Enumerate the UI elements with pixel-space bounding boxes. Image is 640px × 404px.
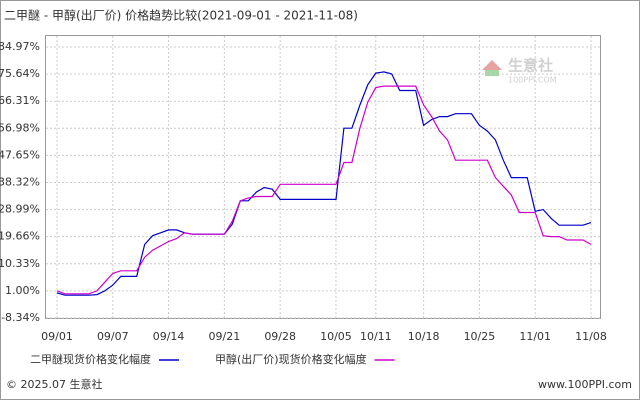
chart-title: 二甲醚 - 甲醇(出厂价) 价格趋势比较(2021-09-01 - 2021-1… [4,8,358,23]
x-tick-label: 10/05 [320,330,352,343]
x-tick-label: 09/07 [97,330,129,343]
x-tick-label: 10/25 [464,330,496,343]
y-tick-label: 10.33% [0,257,40,270]
x-tick-label: 10/18 [408,330,440,343]
y-tick-label: 75.64% [0,67,40,80]
y-tick-label: 47.65% [0,148,40,161]
y-tick-label: -8.34% [1,311,40,324]
x-tick-label: 09/28 [264,330,296,343]
y-tick-label: 66.31% [0,94,40,107]
x-tick-label: 11/08 [575,330,607,343]
y-tick-label: 38.32% [0,175,40,188]
x-tick-label: 10/11 [360,330,392,343]
footer-right: www.100PPI.com [538,378,632,391]
footer-left: © 2025.07 生意社 [6,377,102,391]
x-tick-label: 11/01 [519,330,551,343]
watermark-text: 生意社 [508,57,553,75]
watermark-logo [485,70,499,76]
y-tick-label: 56.98% [0,121,40,134]
y-tick-label: 1.00% [5,284,40,297]
watermark-sub: 100PPI.COM [508,76,557,85]
y-tick-label: 28.99% [0,203,40,216]
watermark: 生意社 100PPI.COM [482,57,557,85]
series-line [56,71,592,296]
x-tick-label: 09/21 [209,330,241,343]
legend-label: 甲醇(出厂价)现货价格变化幅度 [215,352,367,366]
legend-label: 二甲醚现货价格变化幅度 [30,352,151,366]
x-tick-label: 09/01 [41,330,73,343]
watermark-logo [482,60,502,70]
y-tick-label: 84.97% [0,40,40,53]
x-tick-label: 09/14 [153,330,185,343]
y-tick-label: 19.66% [0,230,40,243]
series-line [56,85,592,295]
